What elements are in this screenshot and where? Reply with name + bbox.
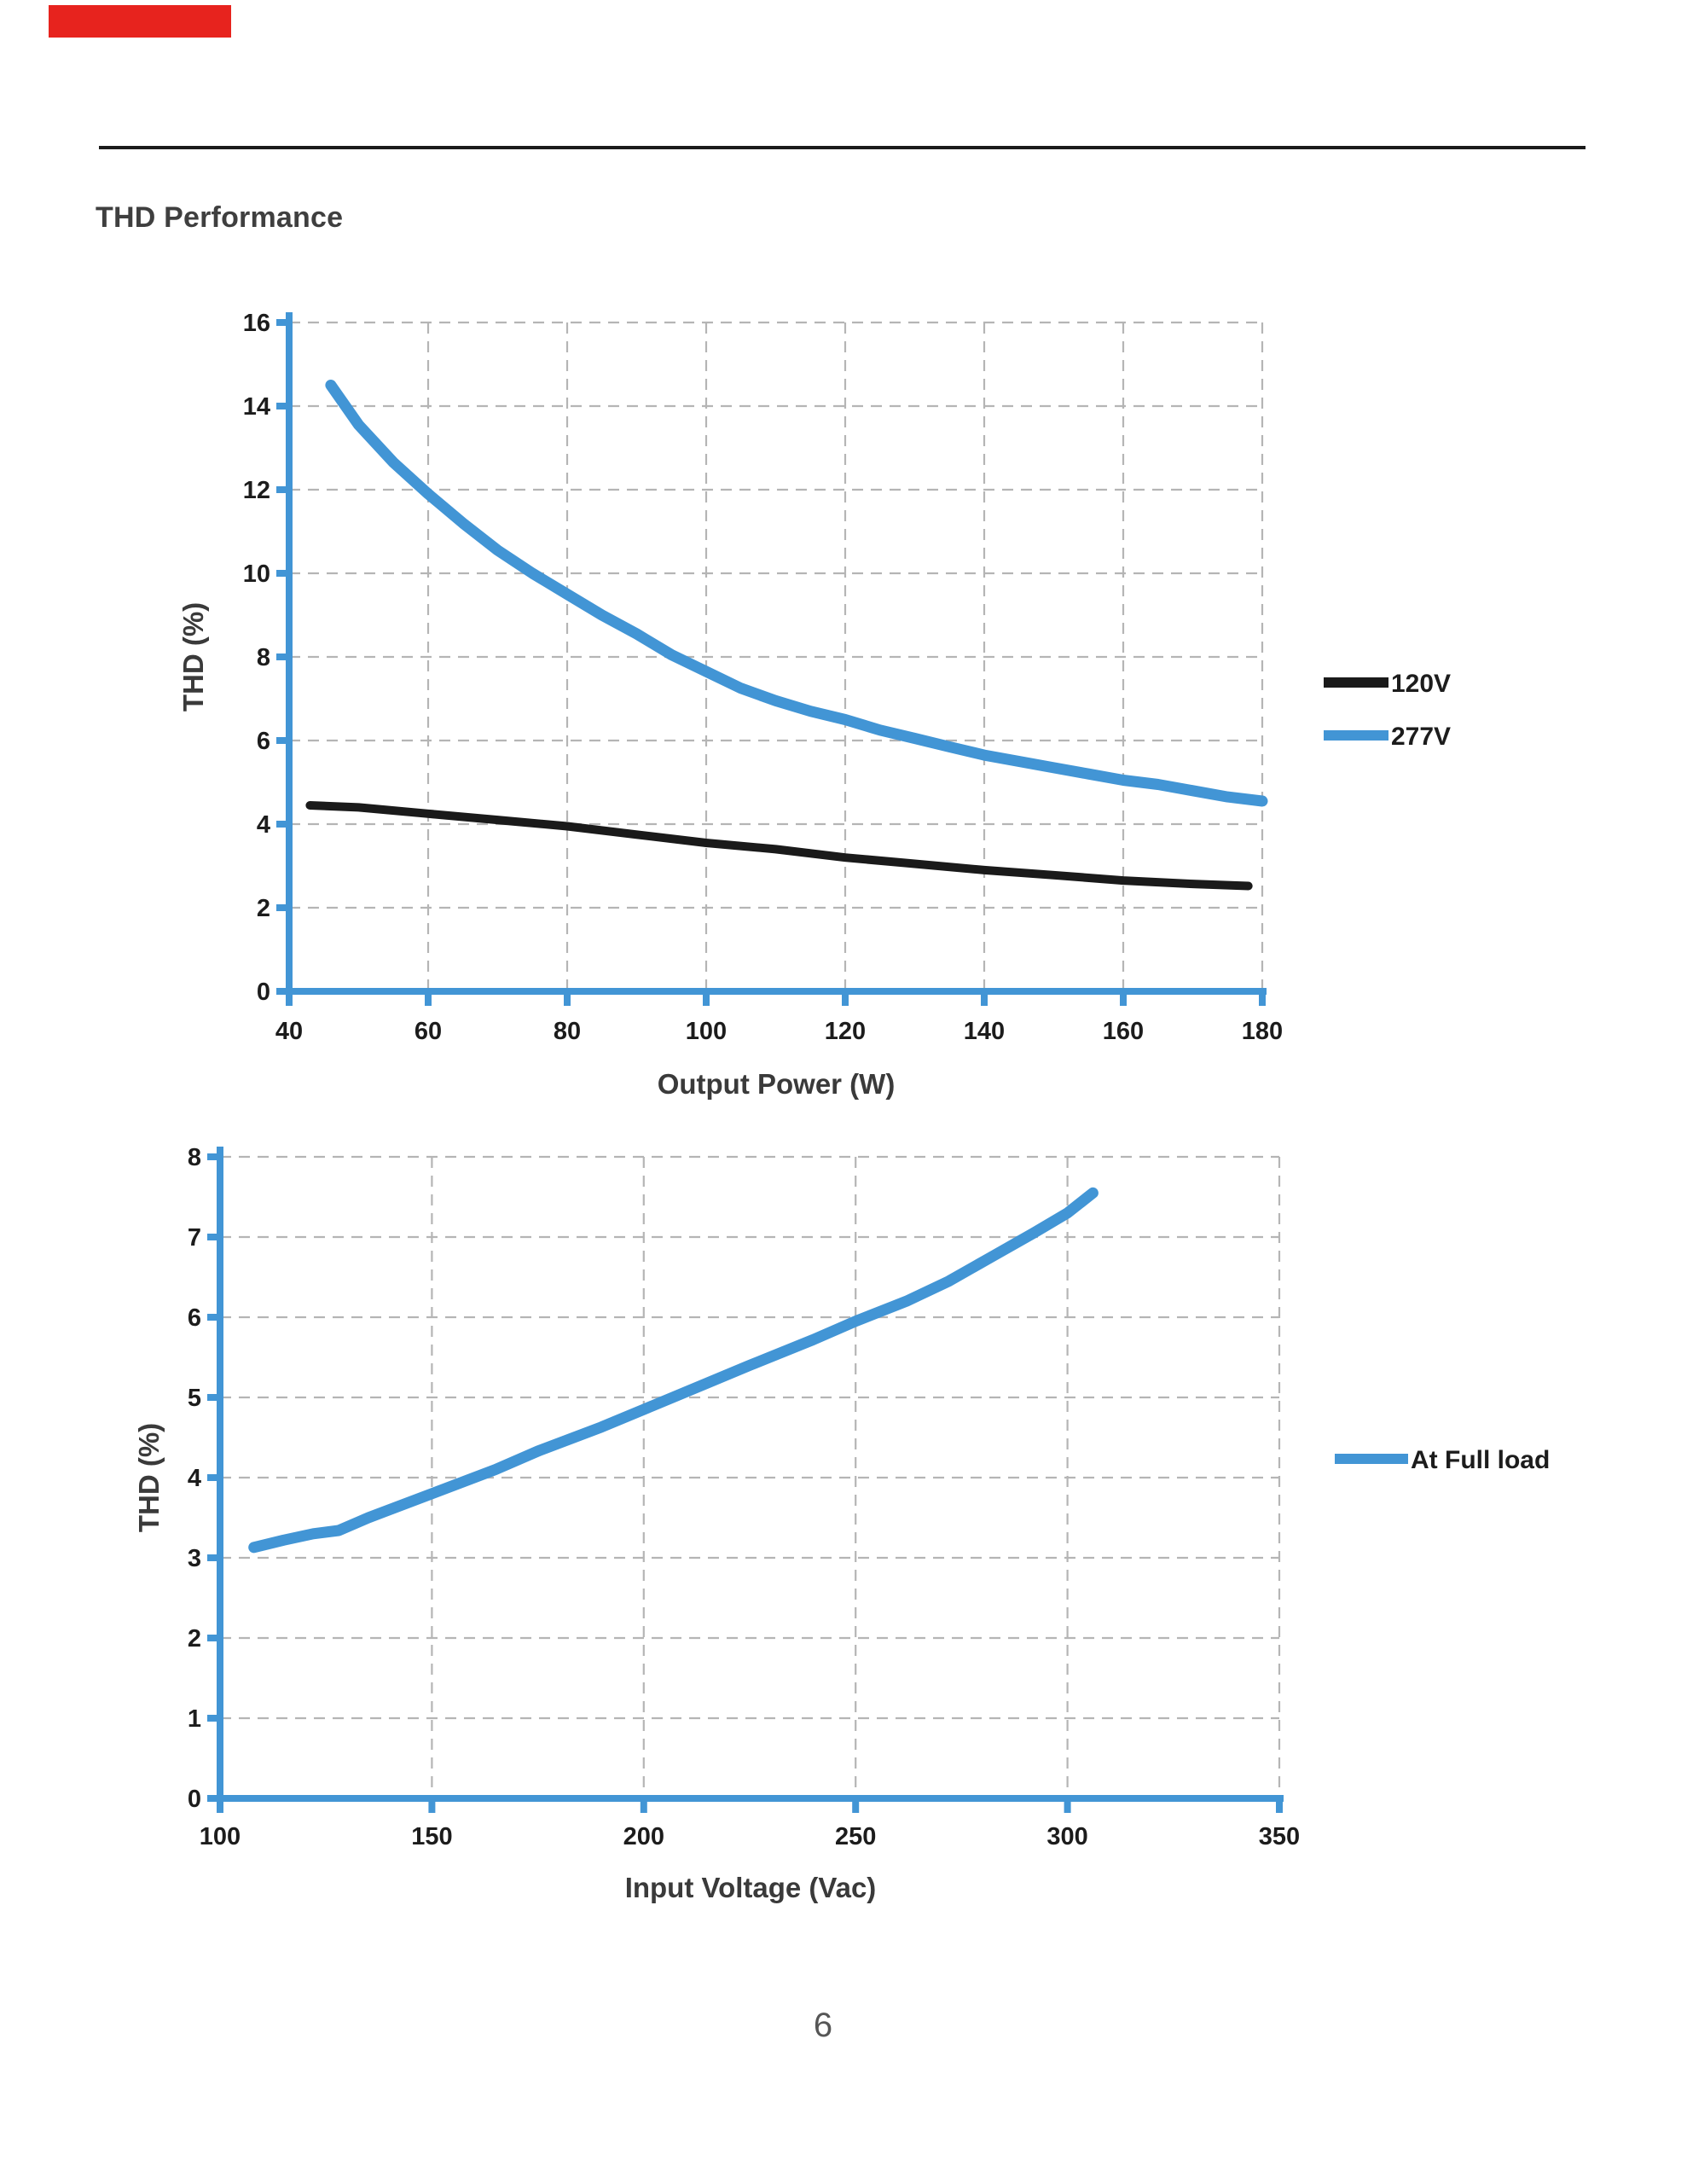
red-accent-bar (49, 5, 231, 38)
x-tick-label: 150 (411, 1823, 452, 1850)
header-rule (99, 146, 1586, 149)
y-tick-label: 1 (188, 1705, 201, 1733)
legend-label-277v: 277V (1391, 723, 1451, 751)
x-tick-label: 40 (275, 1018, 303, 1045)
x-tick-label: 100 (200, 1823, 241, 1850)
thd-vs-input-voltage-chart: 0 1 2 3 4 5 6 7 8 100 150 200 250 300 350 Input Voltage… (133, 1144, 1550, 1903)
y-tick-label: 8 (257, 644, 270, 671)
x-tick-label: 80 (554, 1018, 581, 1045)
thd-vs-output-power-chart: 0 2 4 6 8 10 12 14 16 40 60 80 100 120 140 160 180 Output… (177, 310, 1451, 1100)
x-axis-title: Input Voltage (Vac) (625, 1872, 877, 1903)
x-tick-label: 300 (1046, 1823, 1087, 1850)
y-tick-label: 8 (188, 1144, 201, 1171)
x-axis-title: Output Power (W) (658, 1068, 896, 1100)
y-tick-label: 2 (188, 1625, 201, 1653)
x-tick-label: 120 (825, 1018, 866, 1045)
x-tick-label: 250 (835, 1823, 876, 1850)
x-tick-label: 180 (1242, 1018, 1283, 1045)
y-tick-label: 6 (257, 728, 270, 755)
x-tick-label: 200 (623, 1823, 664, 1850)
y-tick-label: 10 (243, 561, 270, 588)
y-tick-label: 7 (188, 1224, 201, 1252)
y-axis-title: THD (%) (133, 1423, 165, 1532)
series-line-120v (305, 801, 1253, 891)
page-number: 6 (813, 2007, 833, 2044)
series-line-277v (325, 380, 1268, 807)
legend-label-at-full-load: At Full load (1411, 1446, 1550, 1474)
y-tick-label: 6 (188, 1304, 201, 1332)
x-tick-label: 160 (1103, 1018, 1144, 1045)
y-tick-label: 14 (243, 393, 270, 421)
page-title: THD Performance (96, 201, 344, 234)
legend-label-120v: 120V (1391, 670, 1451, 698)
y-tick-label: 16 (243, 310, 270, 337)
x-tick-label: 140 (964, 1018, 1005, 1045)
y-tick-label: 4 (188, 1465, 201, 1492)
y-tick-label: 5 (188, 1385, 201, 1412)
y-axis-title: THD (%) (177, 602, 209, 712)
x-tick-label: 60 (415, 1018, 442, 1045)
y-tick-label: 0 (257, 979, 270, 1006)
series-line-at-full-load (248, 1187, 1099, 1554)
x-tick-label: 350 (1259, 1823, 1300, 1850)
y-tick-label: 2 (257, 895, 270, 922)
y-tick-label: 0 (188, 1786, 201, 1813)
y-tick-label: 4 (257, 811, 270, 839)
y-tick-label: 12 (243, 477, 270, 504)
y-tick-label: 3 (188, 1545, 201, 1572)
x-tick-label: 100 (686, 1018, 727, 1045)
